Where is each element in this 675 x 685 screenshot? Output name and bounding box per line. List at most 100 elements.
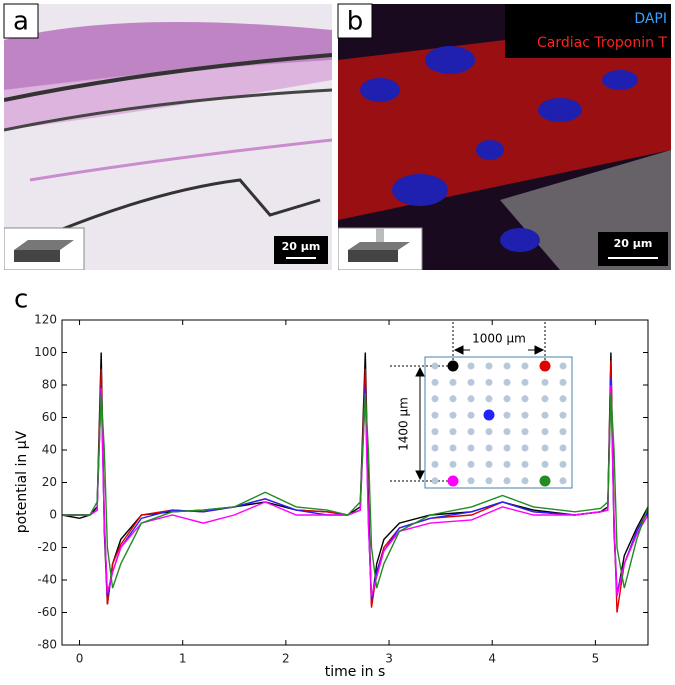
x-tick-label: 3 [385,652,393,666]
electrode [521,460,529,468]
recording-electrode [483,409,495,421]
electrode [449,444,457,452]
electrode [503,428,511,436]
electrode [449,428,457,436]
y-tick-label: 40 [42,443,57,457]
electrode [559,460,567,468]
plot: -80 -60 -40 -20 0 20 40 60 80 100 120 0 1 2 3 4 5 [34,313,649,666]
electrode [485,362,493,370]
y-tick-label: 80 [42,378,57,392]
plot-frame [61,319,649,646]
electrode [467,395,475,403]
electrode [503,460,511,468]
electrode [485,444,493,452]
inset-width-label: 1000 µm [472,332,526,346]
electrode [431,362,439,370]
y-tick-label: -60 [37,605,57,619]
electrode [559,477,567,485]
electrode [467,444,475,452]
y-tick-label: -80 [37,638,57,652]
electrode [541,460,549,468]
trace [62,393,649,589]
scale-bar-label: 20 µm [614,237,653,250]
electrode [559,362,567,370]
x-tick-label: 2 [282,652,290,666]
electrode [521,395,529,403]
electrode [467,428,475,436]
electrode [521,477,529,485]
x-tick-label: 0 [76,652,84,666]
panel-label-box [3,3,39,39]
y-tick-label: 60 [42,410,57,424]
electrode [559,444,567,452]
recording-electrode [447,360,459,372]
electrode [559,378,567,386]
electrode [467,411,475,419]
fluorescence-image [338,4,671,270]
electrode [521,378,529,386]
electrode [541,411,549,419]
electrode [521,428,529,436]
electrode [449,378,457,386]
electrode [503,395,511,403]
electrode [449,395,457,403]
electrode [431,378,439,386]
electrode [467,362,475,370]
y-tick-label: 0 [49,508,57,522]
electrode [485,428,493,436]
recording-electrode [539,360,551,372]
y-tick-label: -40 [37,573,57,587]
y-tick-label: 100 [34,345,57,359]
electrode [559,428,567,436]
electrode [485,395,493,403]
legend-entry: DAPI [634,11,667,27]
electrode [431,444,439,452]
electrode [467,378,475,386]
electrode [431,395,439,403]
electrode-inset [390,322,573,489]
panel-label: a [13,7,29,37]
panel-label: b [347,7,364,37]
electrode [449,460,457,468]
electrode [485,378,493,386]
legend-entry: Cardiac Troponin T [537,35,667,51]
histology-image [4,4,332,270]
electrode [559,411,567,419]
electrode [559,395,567,403]
electrode [467,460,475,468]
electrode [503,362,511,370]
y-tick-label: -20 [37,540,57,554]
recording-electrode [447,475,459,487]
electrode [431,411,439,419]
electrode [467,477,475,485]
y-tick-label: 20 [42,475,57,489]
electrode [541,444,549,452]
electrode [521,411,529,419]
electrode [449,411,457,419]
electrode [485,460,493,468]
scale-bar-label: 20 µm [282,240,321,253]
electrode [503,378,511,386]
x-tick-label: 4 [488,652,496,666]
electrode [541,428,549,436]
electrode [541,395,549,403]
electrode [431,428,439,436]
y-axis-label: potential in µV [14,430,30,533]
electrode [521,444,529,452]
electrode [485,477,493,485]
electrode [503,411,511,419]
y-tick-label: 120 [34,313,57,327]
x-axis-label: time in s [325,664,386,680]
electrode [521,362,529,370]
panel-label-box [337,3,373,39]
inset-height-label: 1400 µm [397,397,411,451]
electrode [431,477,439,485]
electrode [503,444,511,452]
electrode [541,378,549,386]
electrode [431,460,439,468]
panel-label: c [14,285,28,315]
electrode [503,477,511,485]
recording-electrode [539,475,551,487]
x-tick-label: 5 [592,652,600,666]
